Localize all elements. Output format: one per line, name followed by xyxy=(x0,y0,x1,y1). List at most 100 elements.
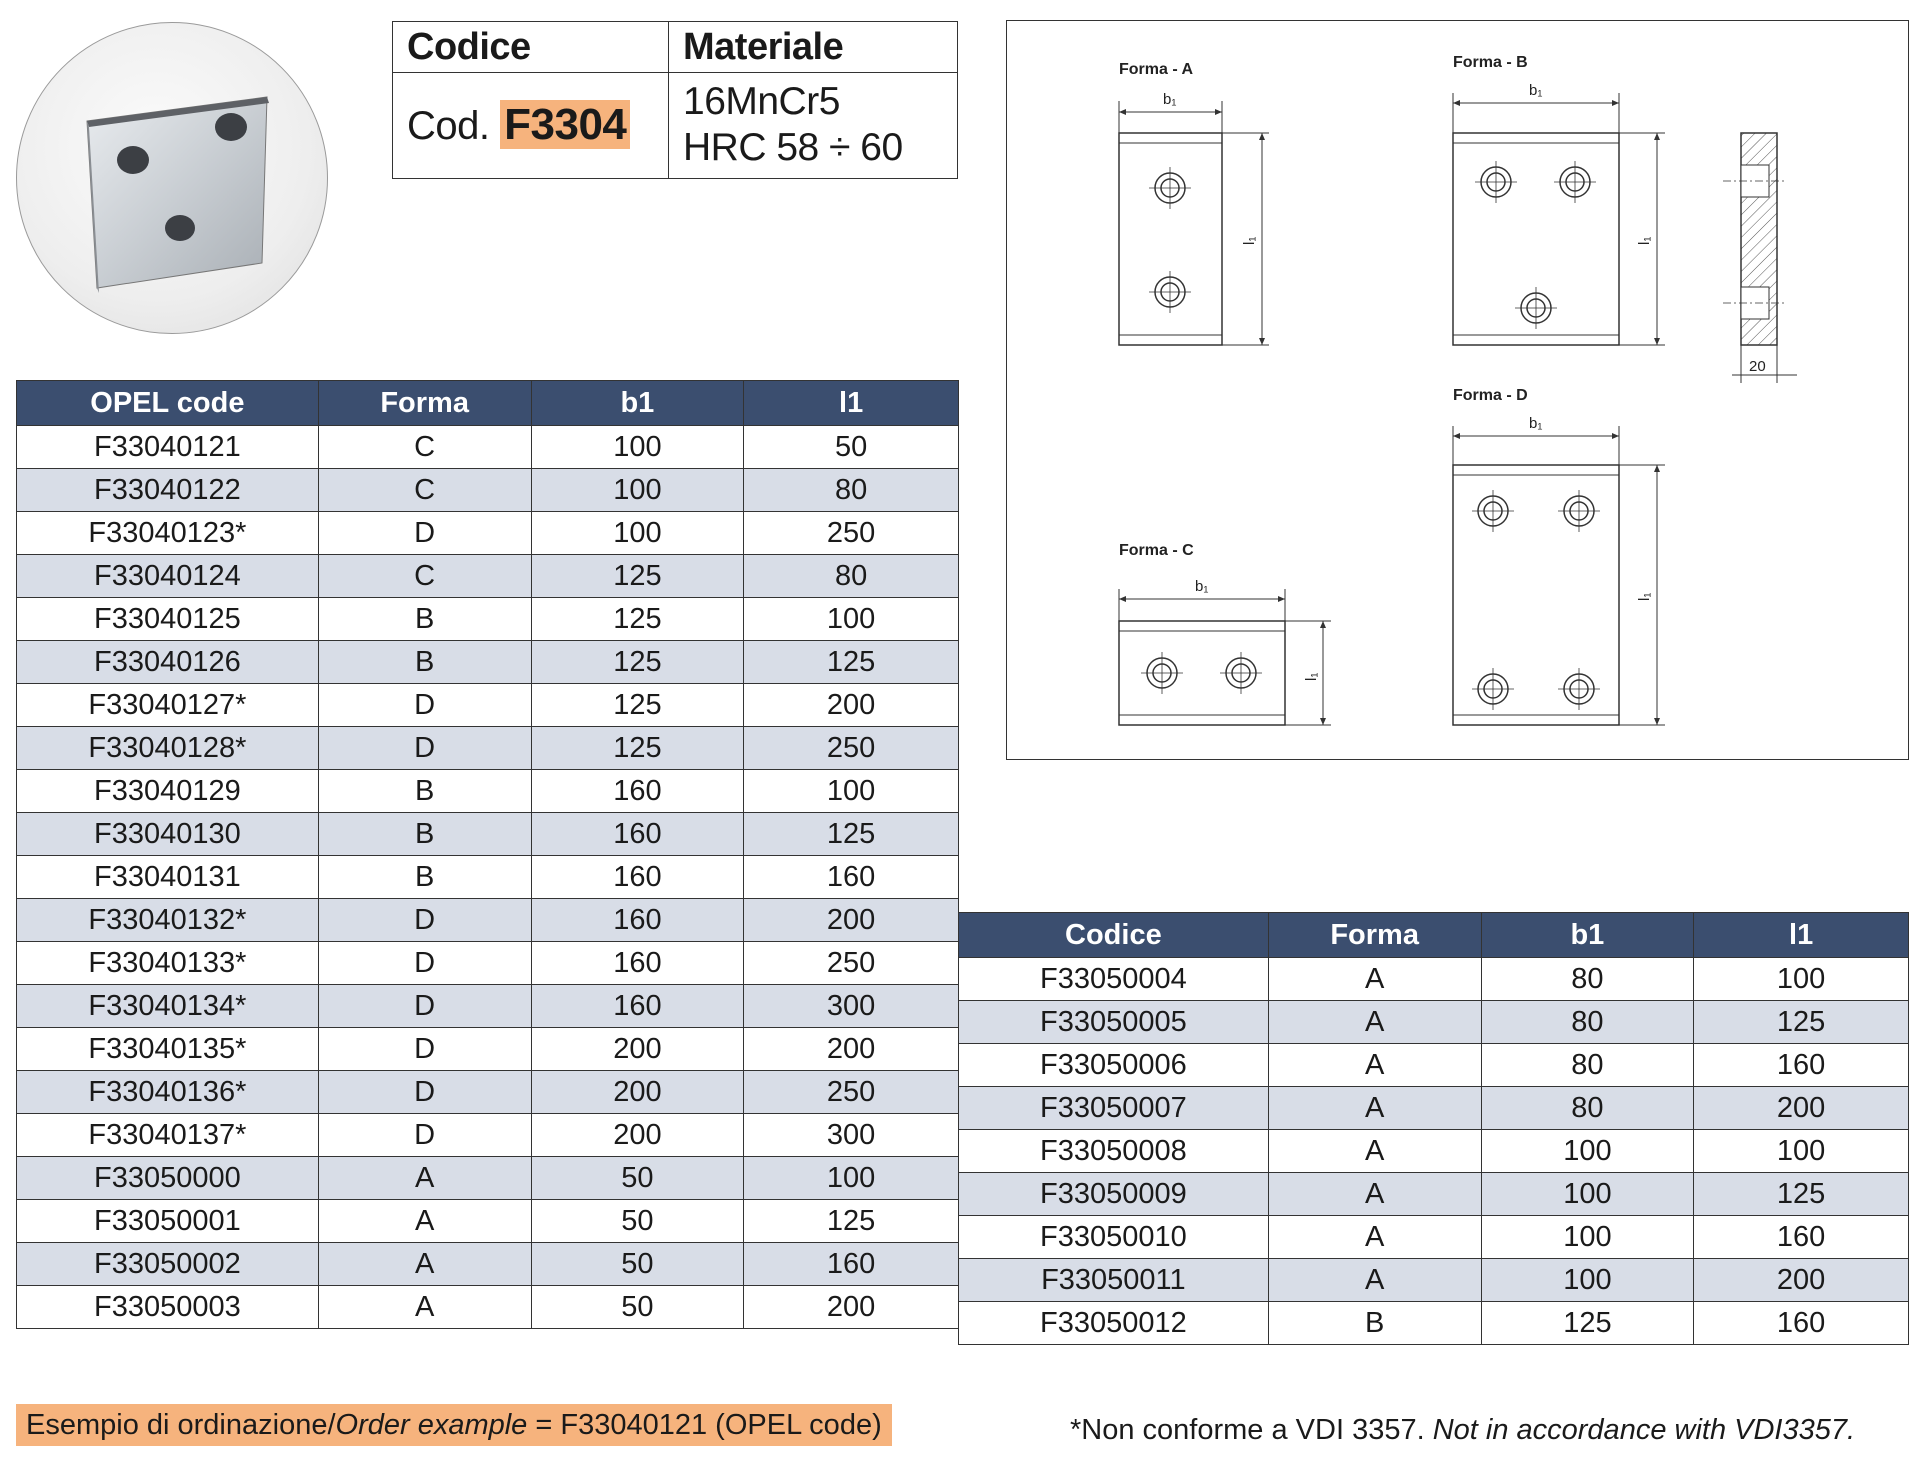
technical-drawing: Forma - A b₁ l₁ Forma - B b₁ l₁ xyxy=(1006,20,1909,760)
cell-b1: 80 xyxy=(1480,1000,1695,1044)
table-row: F33040122 C 100 80 xyxy=(16,468,959,512)
cell-code: F33050008 xyxy=(958,1129,1269,1173)
cell-code: F33040128* xyxy=(16,726,319,770)
cell-b1: 80 xyxy=(1480,957,1695,1001)
cell-b1: 100 xyxy=(530,511,745,555)
order-example-it: Esempio di ordinazione/ xyxy=(26,1409,336,1441)
cell-code: F33040135* xyxy=(16,1027,319,1071)
cell-code: F33040127* xyxy=(16,683,319,727)
cell-code: F33040126 xyxy=(16,640,319,684)
cell-code: F33040129 xyxy=(16,769,319,813)
product-code: Cod. F3304 xyxy=(407,100,631,150)
table-row: F33040131 B 160 160 xyxy=(16,855,959,899)
table-row: F33040123* D 100 250 xyxy=(16,511,959,555)
cell-l1: 80 xyxy=(743,554,959,598)
cell-l1: 160 xyxy=(1693,1215,1909,1259)
cell-code: F33040130 xyxy=(16,812,319,856)
cell-forma: A xyxy=(1267,1258,1482,1302)
cell-b1: 125 xyxy=(530,554,745,598)
cell-l1: 125 xyxy=(743,812,959,856)
order-example-en: Order example xyxy=(335,1409,528,1441)
forma-b-b1: b₁ xyxy=(1529,82,1542,99)
cell-b1: 160 xyxy=(530,898,745,942)
cell-forma: D xyxy=(317,726,532,770)
cell-l1: 250 xyxy=(743,941,959,985)
col-header-opel-code: OPEL code xyxy=(16,380,319,426)
code-material-box: Codice Materiale Cod. F3304 16MnCr5 HRC … xyxy=(392,21,958,179)
table-row: F33040132* D 160 200 xyxy=(16,898,959,942)
cell-code: F33050009 xyxy=(958,1172,1269,1216)
cell-code: F33040137* xyxy=(16,1113,319,1157)
table-row: F33050006 A 80 160 xyxy=(958,1043,1909,1087)
table-row: F33040135* D 200 200 xyxy=(16,1027,959,1071)
cell-l1: 100 xyxy=(743,1156,959,1200)
table-header-row: Codice Forma b1 l1 xyxy=(958,912,1909,958)
cell-b1: 160 xyxy=(530,984,745,1028)
cell-b1: 125 xyxy=(530,726,745,770)
materiale-header: Materiale xyxy=(683,26,844,68)
cell-b1: 200 xyxy=(530,1070,745,1114)
cell-code: F33040125 xyxy=(16,597,319,641)
material-name: 16MnCr5 xyxy=(683,80,840,123)
table-row: F33040136* D 200 250 xyxy=(16,1070,959,1114)
table-row: F33040137* D 200 300 xyxy=(16,1113,959,1157)
cell-l1: 160 xyxy=(1693,1043,1909,1087)
cell-b1: 125 xyxy=(530,597,745,641)
cell-l1: 160 xyxy=(743,1242,959,1286)
wear-plate-image xyxy=(86,96,269,293)
cell-code: F33040131 xyxy=(16,855,319,899)
table-row: F33050002 A 50 160 xyxy=(16,1242,959,1286)
table-row: F33040124 C 125 80 xyxy=(16,554,959,598)
table-row: F33050000 A 50 100 xyxy=(16,1156,959,1200)
cell-l1: 125 xyxy=(1693,1000,1909,1044)
cell-b1: 50 xyxy=(530,1199,745,1243)
cell-l1: 200 xyxy=(1693,1086,1909,1130)
cell-l1: 200 xyxy=(1693,1258,1909,1302)
cell-forma: D xyxy=(317,511,532,555)
cell-forma: A xyxy=(1267,1043,1482,1087)
cell-forma: D xyxy=(317,683,532,727)
cell-b1: 200 xyxy=(530,1027,745,1071)
order-example: Esempio di ordinazione/Order example = F… xyxy=(16,1404,892,1446)
cell-code: F33050000 xyxy=(16,1156,319,1200)
cell-forma: D xyxy=(317,1070,532,1114)
cell-code: F33040121 xyxy=(16,425,319,469)
cell-forma: A xyxy=(1267,1086,1482,1130)
col-header-b1: b1 xyxy=(530,380,745,426)
cell-code: F33040136* xyxy=(16,1070,319,1114)
cell-forma: D xyxy=(317,1027,532,1071)
cell-l1: 125 xyxy=(743,1199,959,1243)
table-row: F33040127* D 125 200 xyxy=(16,683,959,727)
cell-forma: A xyxy=(1267,1215,1482,1259)
cell-l1: 125 xyxy=(743,640,959,684)
table-row: F33050012 B 125 160 xyxy=(958,1301,1909,1345)
table-row: F33050007 A 80 200 xyxy=(958,1086,1909,1130)
cell-l1: 160 xyxy=(1693,1301,1909,1345)
cell-b1: 160 xyxy=(530,769,745,813)
cell-forma: D xyxy=(317,1113,532,1157)
forma-a-l1: l₁ xyxy=(1241,237,1258,245)
cell-code: F33050012 xyxy=(958,1301,1269,1345)
cell-code: F33050007 xyxy=(958,1086,1269,1130)
table-row: F33040133* D 160 250 xyxy=(16,941,959,985)
forma-a-b1: b₁ xyxy=(1163,91,1176,108)
cell-code: F33040122 xyxy=(16,468,319,512)
col-header-codice: Codice xyxy=(958,912,1269,958)
cell-forma: D xyxy=(317,898,532,942)
cell-code: F33040132* xyxy=(16,898,319,942)
cell-b1: 125 xyxy=(1480,1301,1695,1345)
cell-b1: 100 xyxy=(530,425,745,469)
cell-l1: 250 xyxy=(743,1070,959,1114)
cell-l1: 300 xyxy=(743,984,959,1028)
cell-b1: 125 xyxy=(530,640,745,684)
table-row: F33040121 C 100 50 xyxy=(16,425,959,469)
cell-l1: 100 xyxy=(1693,957,1909,1001)
table-row: F33050005 A 80 125 xyxy=(958,1000,1909,1044)
codice-header: Codice xyxy=(407,26,531,68)
cell-forma: C xyxy=(317,468,532,512)
cell-forma: D xyxy=(317,941,532,985)
col-header-l1: l1 xyxy=(1693,912,1909,958)
cell-b1: 100 xyxy=(1480,1129,1695,1173)
cell-l1: 100 xyxy=(1693,1129,1909,1173)
table-row: F33050010 A 100 160 xyxy=(958,1215,1909,1259)
